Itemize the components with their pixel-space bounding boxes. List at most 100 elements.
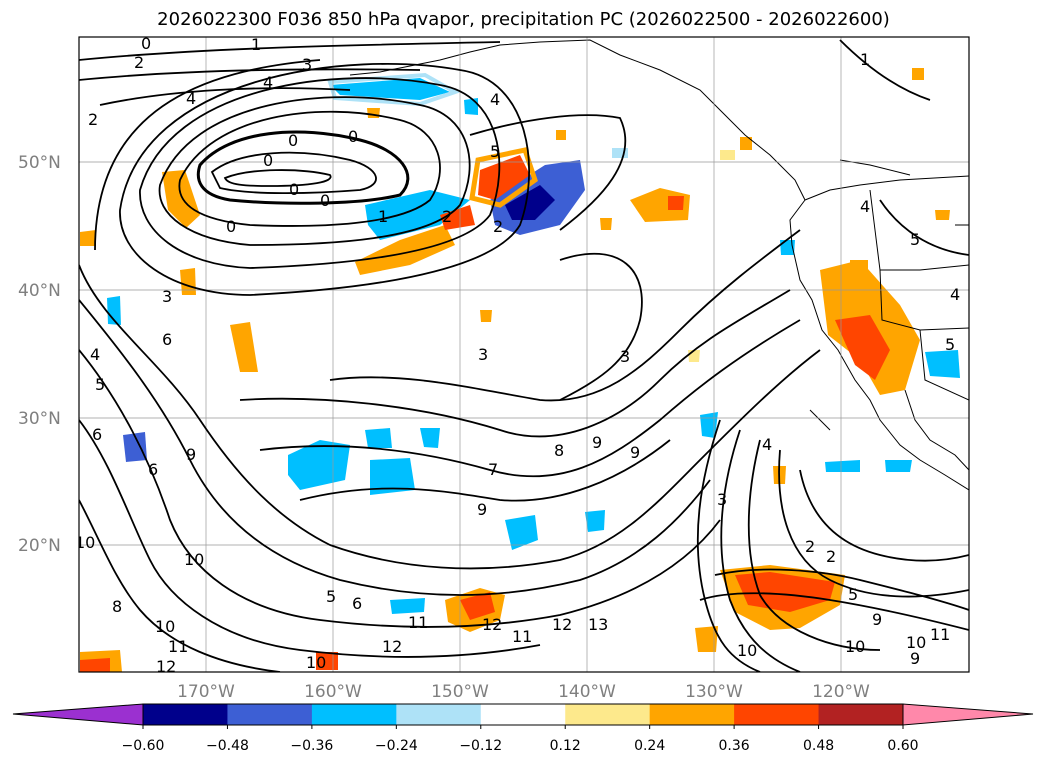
contour-label: 5 [848,585,858,604]
contour-label: 5 [945,335,955,354]
contour-label: 4 [860,197,870,216]
contour-label: 5 [326,587,336,606]
contour-label: 6 [92,425,102,444]
contour-label: 6 [352,594,362,613]
contour-label: 3 [717,490,727,509]
contour-label: 2 [134,53,144,72]
contour-label: 4 [950,285,960,304]
contour-label: 6 [162,330,172,349]
lon-label: 120°W [812,682,870,702]
colorbar-segments [13,704,1033,725]
map-title: 2026022300 F036 850 hPa qvapor, precipit… [157,9,890,30]
contour-label: 3 [302,55,312,74]
contour-label: 12 [482,615,502,634]
colorbar-tick-label: −0.36 [290,738,333,754]
lon-label: 130°W [685,682,743,702]
colorbar-segment [311,704,397,725]
contour-label: 0 [263,151,273,170]
colorbar-tick-label: 0.60 [887,738,918,754]
contour-label: 9 [477,500,487,519]
colorbar-ticks: −0.60 −0.48 −0.36 −0.24 −0.12 0.12 0.24 0.36 0.4… [122,725,919,754]
coastlines [349,39,969,491]
lon-label: 170°W [177,682,235,702]
lon-label: 150°W [431,682,489,702]
contour-label: 7 [488,460,498,479]
longitude-labels: 170°W 160°W 150°W 140°W 130°W 120°W [177,682,870,702]
colorbar-tick-label: −0.24 [375,738,418,754]
contour-label: 5 [490,142,500,161]
contour-label: 12 [382,637,402,656]
contour-label: 4 [90,345,100,364]
contour-labels: 0 1 2 3 4 4 0 0 0 0 0 0 1 2 2 5 4 3 3 4 [79,34,960,672]
colorbar-tick-label: 0.48 [803,738,834,754]
contour-label: 4 [263,73,273,92]
contour-label: 1 [378,207,388,226]
precip-shading [80,68,960,672]
lon-label: 160°W [304,682,362,702]
contour-label: 11 [408,613,428,632]
colorbar-segment [396,704,482,725]
contour-label: 10 [845,637,865,656]
contour-label: 4 [762,435,772,454]
colorbar-extension-high [903,704,1033,725]
contour-label: 2 [826,547,836,566]
map-panel: 0 1 2 3 4 4 0 0 0 0 0 0 1 2 2 5 4 3 3 4 [78,34,970,673]
contour-label: 1 [251,35,261,54]
contour-label: 0 [226,217,236,236]
contour-label: 2 [442,207,452,226]
contour-label: 10 [906,633,926,652]
lon-label: 140°W [558,682,616,702]
colorbar-segment [227,704,313,725]
contour-label: 9 [872,610,882,629]
contour-label: 2 [493,217,503,236]
colorbar-segment [143,704,228,725]
colorbar-segment [649,704,735,725]
contour-label: 6 [148,460,158,479]
graticule [79,37,969,672]
colorbar-segment [818,704,904,725]
latitude-labels: 50°N 40°N 30°N 20°N [18,153,61,556]
contour-label: 9 [630,443,640,462]
contour-label: 0 [320,191,330,210]
contour-label: 9 [592,433,602,452]
lat-label: 20°N [18,536,61,556]
colorbar-tick-label: −0.48 [206,738,249,754]
qvapor-contours [79,39,969,672]
contour-label: 9 [186,445,196,464]
colorbar-tick-label: −0.12 [459,738,502,754]
contour-label: 3 [620,347,630,366]
contour-label: 8 [112,597,122,616]
colorbar-segment [480,704,566,725]
contour-label: 9 [910,649,920,668]
contour-label: 4 [186,89,196,108]
contour-label: 3 [162,287,172,306]
contour-label: 13 [588,615,608,634]
contour-label: 10 [155,617,175,636]
contour-label: 0 [141,34,151,53]
contour-label: 10 [184,550,204,569]
contour-label: 2 [805,537,815,556]
colorbar-tick-label: 0.12 [550,738,581,754]
contour-label: 2 [88,110,98,129]
contour-label: 3 [478,345,488,364]
contour-label: 11 [930,625,950,644]
contour-label: 10 [737,641,757,660]
colorbar-tick-label: 0.24 [634,738,665,754]
colorbar-tick-label: −0.60 [122,738,165,754]
contour-label: 11 [168,637,188,656]
contour-label: 0 [289,180,299,199]
lat-label: 30°N [18,409,61,429]
contour-label: 8 [554,441,564,460]
contour-label: 11 [512,627,532,646]
contour-label: 4 [490,90,500,109]
lat-label: 50°N [18,153,61,173]
contour-label: 10 [306,653,326,672]
colorbar-segment [565,704,651,725]
contour-label: 1 [860,50,870,69]
contour-label: 12 [552,615,572,634]
contour-label: 5 [95,375,105,394]
contour-label: 5 [910,230,920,249]
colorbar-extension-low [13,704,143,725]
lat-label: 40°N [18,281,61,301]
